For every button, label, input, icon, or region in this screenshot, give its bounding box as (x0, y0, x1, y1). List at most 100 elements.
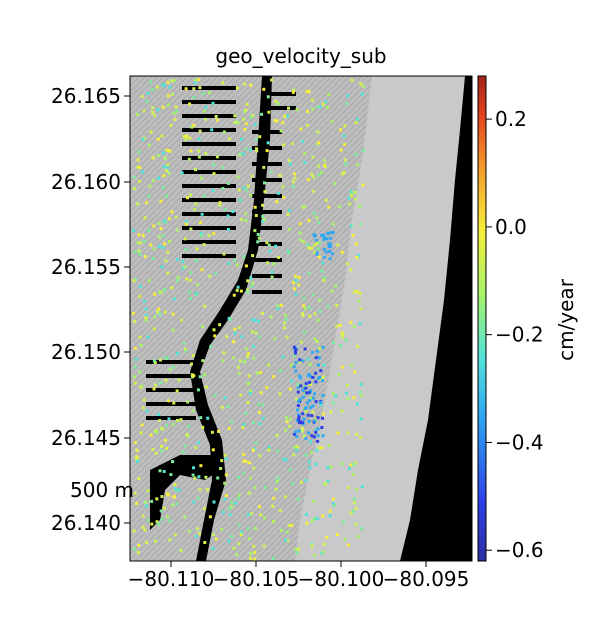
velocity-pixel (352, 324, 356, 328)
velocity-pixel (236, 496, 240, 500)
velocity-pixel (166, 94, 170, 98)
velocity-pixel (269, 315, 273, 319)
velocity-pixel (232, 293, 236, 297)
velocity-pixel (139, 343, 143, 347)
velocity-pixel (311, 293, 315, 297)
velocity-pixel (328, 514, 332, 518)
velocity-pixel (310, 519, 314, 523)
velocity-pixel (310, 542, 314, 546)
velocity-pixel (306, 178, 310, 182)
velocity-pixel (244, 147, 248, 151)
velocity-pixel (145, 504, 149, 508)
velocity-pixel (221, 510, 225, 514)
velocity-pixel (191, 354, 195, 358)
velocity-pixel (359, 382, 363, 386)
velocity-pixel (361, 148, 365, 152)
velocity-pixel (352, 396, 356, 400)
velocity-pixel (325, 237, 329, 241)
colorbar: 0.2 0.0 −0.2 −0.4 −0.6 cm/year (477, 75, 578, 562)
velocity-pixel (138, 285, 142, 288)
velocity-pixel (297, 547, 301, 551)
velocity-pixel (229, 500, 233, 504)
velocity-pixel (340, 409, 344, 413)
velocity-pixel (141, 525, 145, 529)
velocity-pixel (193, 208, 197, 212)
velocity-pixel (316, 318, 320, 322)
velocity-pixel (197, 475, 201, 479)
velocity-pixel (319, 369, 323, 373)
velocity-pixel (174, 487, 177, 491)
velocity-pixel (222, 351, 226, 355)
velocity-pixel (158, 313, 162, 316)
velocity-pixel (280, 528, 283, 532)
velocity-pixel (230, 420, 234, 424)
velocity-pixel (244, 218, 248, 222)
canal-finger (182, 170, 236, 174)
velocity-pixel (138, 180, 142, 183)
velocity-pixel (185, 134, 189, 138)
velocity-pixel (143, 216, 147, 220)
velocity-pixel (144, 318, 148, 322)
velocity-pixel (295, 435, 299, 439)
velocity-pixel (253, 123, 257, 127)
velocity-pixel (306, 357, 310, 361)
velocity-pixel (275, 119, 279, 123)
velocity-pixel (277, 255, 280, 259)
velocity-pixel (161, 105, 165, 109)
velocity-pixel (287, 251, 291, 254)
canal-finger (146, 388, 196, 392)
velocity-pixel (305, 124, 309, 127)
velocity-pixel (221, 166, 225, 170)
velocity-pixel (318, 105, 322, 109)
velocity-pixel (336, 243, 340, 247)
velocity-pixel (263, 190, 267, 194)
velocity-pixel (174, 215, 178, 219)
velocity-pixel (137, 233, 141, 237)
velocity-pixel (242, 255, 246, 259)
velocity-pixel (188, 529, 191, 533)
velocity-pixel (138, 241, 142, 245)
velocity-pixel (291, 185, 295, 188)
velocity-pixel (332, 503, 336, 507)
velocity-pixel (293, 445, 297, 449)
velocity-pixel (192, 95, 196, 99)
velocity-pixel (302, 304, 306, 308)
velocity-pixel (336, 431, 340, 435)
velocity-pixel (160, 495, 164, 498)
velocity-pixel (354, 153, 358, 157)
velocity-pixel (201, 425, 205, 429)
colorbar-tick: −0.2 (486, 323, 544, 347)
velocity-pixel (224, 473, 228, 477)
velocity-pixel (267, 110, 271, 114)
axes-frame (129, 75, 473, 562)
y-tick: 26.155 (51, 255, 130, 279)
velocity-pixel (211, 547, 215, 551)
canal-finger (252, 226, 282, 230)
velocity-pixel (177, 378, 181, 382)
velocity-pixel (230, 535, 234, 538)
canal-finger (146, 416, 196, 420)
velocity-pixel (159, 227, 163, 231)
velocity-pixel (302, 297, 306, 300)
velocity-pixel (306, 413, 310, 417)
canal-finger (182, 198, 236, 202)
velocity-pixel (180, 318, 184, 322)
canal-finger (252, 178, 282, 182)
velocity-pixel (200, 212, 204, 216)
velocity-pixel (244, 264, 248, 268)
svg-text:26.140: 26.140 (51, 511, 121, 535)
canal-finger (182, 114, 236, 118)
velocity-pixel (308, 314, 312, 318)
velocity-pixel (360, 527, 364, 531)
velocity-pixel (301, 395, 305, 399)
velocity-pixel (232, 356, 236, 360)
velocity-pixel (270, 275, 274, 279)
velocity-pixel (354, 121, 358, 124)
velocity-pixel (320, 446, 324, 450)
velocity-pixel (357, 299, 361, 303)
velocity-pixel (242, 117, 245, 121)
velocity-pixel (158, 419, 162, 423)
svg-text:26.165: 26.165 (51, 84, 121, 108)
velocity-pixel (261, 203, 265, 207)
velocity-pixel (199, 416, 203, 420)
